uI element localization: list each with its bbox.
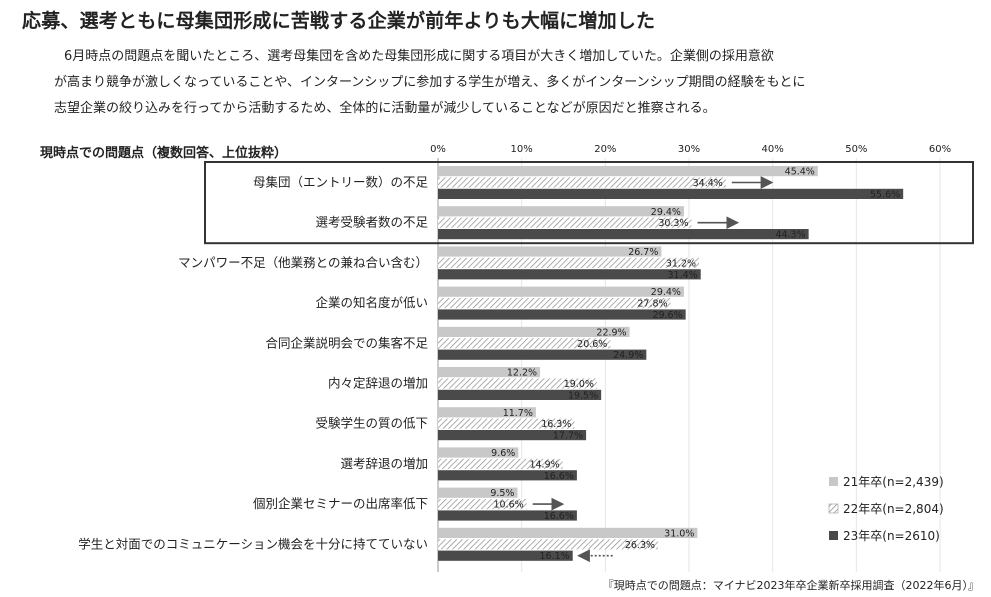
- legend-label-23: 23年卒(n=2610): [843, 529, 940, 543]
- legend-label-22: 22年卒(n=2,804): [843, 502, 944, 516]
- category-label-5: 内々定辞退の増加: [328, 376, 428, 391]
- value-label-23-5: 19.5%: [568, 390, 598, 401]
- value-label-21-8: 9.5%: [490, 488, 514, 499]
- legend-swatch-22: [828, 503, 839, 514]
- bar-21-2: [438, 246, 662, 257]
- bar-22-8: [438, 499, 527, 510]
- legend-label-21: 21年卒(n=2,439): [843, 475, 944, 489]
- value-label-23-6: 17.7%: [553, 431, 583, 442]
- value-label-22-7: 14.9%: [529, 459, 559, 470]
- value-label-21-3: 29.4%: [651, 287, 681, 298]
- bar-23-7: [438, 470, 577, 481]
- category-label-0: 母集団（エントリー数）の不足: [253, 175, 429, 190]
- bar-23-4: [438, 349, 647, 360]
- bar-22-4: [438, 338, 611, 349]
- value-label-22-9: 26.3%: [625, 540, 655, 551]
- value-label-23-0: 55.6%: [870, 189, 900, 200]
- intro-line-2: が高まり競争が激しくなっていることや、インターンシップに参加する学生が増え、多く…: [54, 75, 806, 90]
- bar-22-2: [438, 257, 700, 268]
- value-label-22-4: 20.6%: [577, 339, 607, 350]
- bar-22-3: [438, 298, 671, 309]
- value-label-21-6: 11.7%: [503, 408, 533, 419]
- bar-23-9: [438, 550, 573, 561]
- bar-22-6: [438, 418, 575, 429]
- bar-21-4: [438, 326, 630, 337]
- value-label-21-4: 22.9%: [596, 327, 626, 338]
- intro-line-1: 6月時点の問題点を聞いたところ、選考母集団を含めた母集団形成に関する項目が大きく…: [64, 49, 774, 64]
- intro-line-3: 志望企業の絞り込みを行ってから活動するため、全体的に活動量が減少していることなど…: [54, 101, 716, 116]
- bar-23-5: [438, 389, 602, 400]
- x-tick-label-60: 60%: [929, 144, 951, 155]
- bar-21-5: [438, 367, 541, 378]
- x-tick-label-40: 40%: [762, 144, 784, 155]
- bar-21-3: [438, 286, 684, 297]
- bar-22-1: [438, 217, 692, 228]
- value-label-23-9: 16.1%: [540, 551, 570, 562]
- value-label-21-5: 12.2%: [507, 368, 537, 379]
- bar-21-8: [438, 487, 518, 498]
- value-label-22-6: 16.3%: [541, 419, 571, 430]
- value-label-22-1: 30.3%: [658, 218, 688, 229]
- bar-22-7: [438, 458, 563, 469]
- category-label-9: 学生と対面でのコミュニケーション機会を十分に持てていない: [78, 536, 428, 551]
- bar-21-0: [438, 166, 818, 177]
- bar-23-8: [438, 510, 577, 521]
- page-headline: 応募、選考ともに母集団形成に苦戦する企業が前年よりも大幅に増加した: [22, 10, 656, 32]
- value-label-22-2: 31.2%: [666, 258, 696, 269]
- value-label-22-3: 27.8%: [637, 299, 667, 310]
- value-label-23-2: 31.4%: [668, 270, 698, 281]
- category-label-6: 受験学生の質の低下: [315, 416, 428, 431]
- bar-22-0: [438, 177, 726, 188]
- category-label-8: 個別企業セミナーの出席率低下: [253, 496, 428, 511]
- value-label-22-5: 19.0%: [564, 379, 594, 390]
- x-tick-label-10: 10%: [511, 144, 533, 155]
- category-label-2: マンパワー不足（他業務との兼ね合い含む）: [178, 255, 428, 270]
- value-label-21-1: 29.4%: [651, 207, 681, 218]
- category-label-1: 選考受験者数の不足: [315, 215, 428, 230]
- legend-swatch-23: [829, 531, 838, 540]
- bar-21-6: [438, 407, 536, 418]
- bar-22-5: [438, 378, 597, 389]
- highlight-box: [204, 161, 974, 245]
- value-label-21-9: 31.0%: [664, 528, 694, 539]
- bar-21-9: [438, 527, 698, 538]
- value-label-21-0: 45.4%: [785, 167, 815, 178]
- legend-swatch-21: [829, 477, 838, 486]
- value-label-23-8: 16.6%: [544, 511, 574, 522]
- category-label-3: 企業の知名度が低い: [315, 295, 428, 310]
- bar-23-6: [438, 430, 587, 441]
- value-label-23-4: 24.9%: [613, 350, 643, 361]
- bar-21-7: [438, 447, 519, 458]
- value-label-22-0: 34.4%: [693, 178, 723, 189]
- bar-23-2: [438, 269, 701, 280]
- x-tick-label-50: 50%: [845, 144, 867, 155]
- chart-title: 現時点での問題点（複数回答、上位抜粋）: [40, 146, 288, 161]
- source-citation: 『現時点での問題点：マイナビ2023年卒企業新卒採用調査（2022年6月）』: [602, 579, 979, 592]
- value-label-22-8: 10.6%: [493, 500, 523, 511]
- intro-paragraph: 6月時点の問題点を聞いたところ、選考母集団を含めた母集団形成に関する項目が大きく…: [54, 44, 974, 122]
- bar-21-1: [438, 206, 684, 217]
- value-label-21-7: 9.6%: [491, 448, 515, 459]
- value-label-21-2: 26.7%: [628, 247, 658, 258]
- x-tick-label-0: 0%: [430, 144, 446, 155]
- bar-23-0: [438, 188, 904, 199]
- bar-22-9: [438, 539, 659, 550]
- value-label-23-3: 29.6%: [652, 310, 682, 321]
- x-tick-label-30: 30%: [678, 144, 700, 155]
- bar-23-3: [438, 309, 686, 320]
- x-tick-label-20: 20%: [594, 144, 616, 155]
- bar-23-1: [438, 229, 809, 240]
- category-label-4: 合同企業説明会での集客不足: [265, 335, 428, 350]
- category-label-7: 選考辞退の増加: [340, 456, 428, 471]
- value-label-23-7: 16.6%: [544, 471, 574, 482]
- value-label-23-1: 44.3%: [775, 230, 805, 241]
